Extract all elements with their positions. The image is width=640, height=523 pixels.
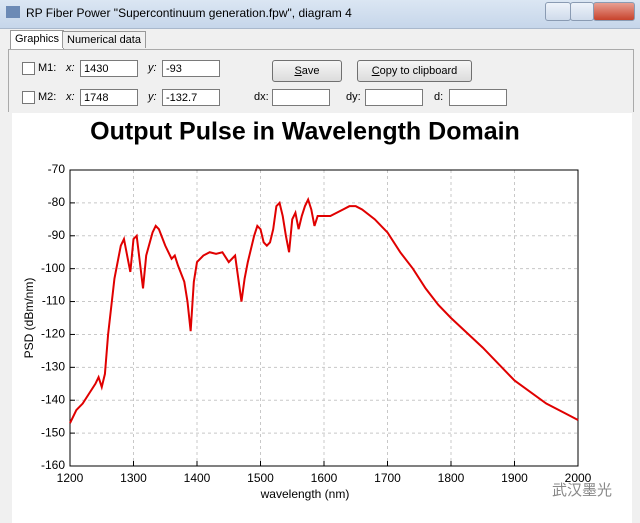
y-input[interactable]: -132.7 (162, 89, 220, 106)
checkbox[interactable] (22, 91, 35, 104)
x-label: x: (66, 91, 75, 103)
x-tick-label: 1900 (501, 471, 528, 485)
dx-label: dx: (254, 91, 269, 103)
watermark: 武汉墨光 (552, 482, 612, 499)
dy-label: dy: (346, 91, 361, 103)
tab[interactable]: Graphics (10, 30, 65, 49)
data-line (69, 196, 579, 424)
y-axis-label: PSD (dBm/nm) (22, 278, 36, 359)
d-label: d: (434, 91, 444, 103)
x-tick-label: 2000 (565, 471, 592, 485)
dy-input[interactable] (365, 89, 423, 106)
marker-label: M1: (38, 62, 57, 74)
y-tick-label: -100 (41, 261, 65, 275)
title-bar: RP Fiber Power "Supercontinuum generatio… (0, 0, 640, 29)
marker-label: M2: (38, 91, 57, 103)
x-tick-label: 1300 (120, 471, 147, 485)
d-input[interactable] (449, 89, 507, 106)
x-tick-label: 1400 (184, 471, 211, 485)
y-input[interactable]: -93 (162, 60, 220, 77)
y-label: y: (148, 62, 157, 74)
y-tick-label: -70 (48, 162, 66, 176)
x-tick-label: 1500 (247, 471, 274, 485)
checkbox[interactable] (22, 62, 35, 75)
window-title: RP Fiber Power "Supercontinuum generatio… (26, 6, 352, 20)
y-label: y: (148, 91, 157, 103)
app-icon (6, 6, 20, 18)
plot-frame (69, 169, 579, 467)
x-tick-label: 1600 (311, 471, 338, 485)
y-tick-label: -150 (41, 425, 65, 439)
y-tick-label: -110 (42, 294, 65, 308)
x-tick-label: 1200 (57, 471, 84, 485)
tab[interactable]: Numerical data (62, 31, 146, 48)
minimize-button[interactable] (545, 2, 571, 21)
maximize-button[interactable] (570, 2, 594, 21)
chart-title: Output Pulse in Wavelength Domain (90, 118, 520, 146)
x-input[interactable]: 1748 (80, 89, 138, 106)
y-tick-label: -160 (41, 458, 65, 472)
copy-button[interactable]: Copy to clipboard (357, 60, 472, 82)
x-input[interactable]: 1430 (80, 60, 138, 77)
tab-panel (8, 49, 634, 112)
y-tick-label: -140 (41, 392, 65, 406)
save-button[interactable]: Save (272, 60, 342, 82)
x-tick-label: 1700 (374, 471, 401, 485)
y-tick-label: -130 (41, 360, 65, 374)
x-label: x: (66, 62, 75, 74)
y-tick-label: -120 (41, 327, 65, 341)
y-tick-label: -90 (48, 228, 66, 242)
dx-input[interactable] (272, 89, 330, 106)
x-tick-label: 1800 (438, 471, 465, 485)
chart: Output Pulse in Wavelength Domain wavele… (12, 113, 632, 523)
x-axis-label: wavelength (nm) (260, 487, 350, 501)
y-tick-label: -80 (48, 195, 66, 209)
close-button[interactable] (593, 2, 635, 21)
